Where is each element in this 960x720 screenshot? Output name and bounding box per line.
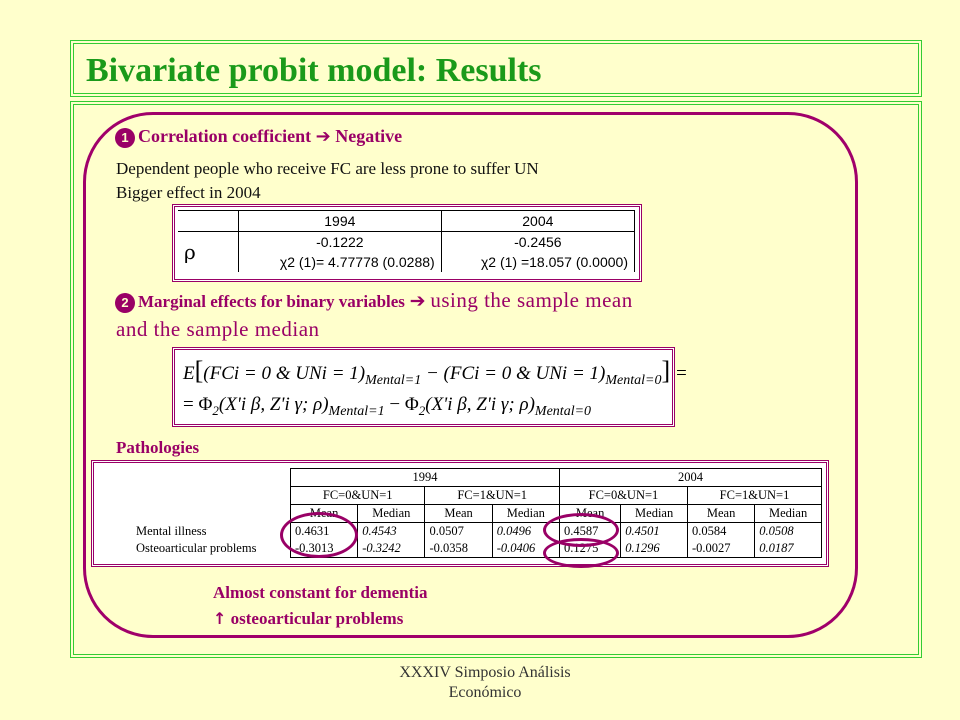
formula-box: E[(FCi = 0 & UNi = 1)Mental=1 − (FCi = 0…: [172, 347, 688, 427]
formula-subscript: Mental=0: [605, 372, 662, 388]
results-stat: Median: [620, 504, 688, 523]
table-cell: 0.0508: [754, 522, 822, 540]
section1-line: Bigger effect in 2004: [116, 183, 261, 202]
section2-rest: using the sample mean: [430, 288, 633, 312]
highlight-circle: [543, 538, 619, 568]
formula-subscript: Mental=1: [328, 403, 385, 419]
formula-line-1: E[(FCi = 0 & UNi = 1)Mental=1 − (FCi = 0…: [183, 356, 688, 388]
results-stat: Median: [754, 504, 822, 523]
table-row: Osteoarticular problems -0.3013 -0.3242 …: [132, 540, 822, 558]
results-group: FC=1&UN=1: [686, 486, 823, 505]
results-group: FC=0&UN=1: [558, 486, 688, 505]
table-cell: 0.0496: [491, 522, 560, 540]
formula-subscript: Mental=0: [534, 403, 592, 419]
table-cell: -0.0358: [424, 540, 493, 558]
bullet-number-1-icon: 1: [115, 127, 135, 148]
pathologies-label: Pathologies: [116, 438, 200, 457]
correlation-table-box: 1994 2004 ρ -0.1222 -0.2456 χ2 (1)= 4.77…: [172, 204, 642, 282]
rounded-panel: [83, 112, 858, 638]
correlation-table: 1994 2004 ρ -0.1222 -0.2456 χ2 (1)= 4.77…: [178, 210, 636, 272]
results-group: FC=0&UN=1: [289, 486, 425, 505]
results-table: 1994 2004 FC=0&UN=1 FC=1&UN=1 FC=0&UN=1 …: [132, 468, 823, 558]
section2-heading-text: Marginal effects for binary variables: [138, 292, 405, 311]
results-stat: Median: [357, 504, 425, 523]
results-table-box: 1994 2004 FC=0&UN=1 FC=1&UN=1 FC=0&UN=1 …: [91, 460, 829, 567]
bullet-number-2-icon: 2: [115, 292, 135, 313]
table-row: Mental illness 0.4631 0.4543 0.0507 0.04…: [132, 522, 822, 540]
corr-value: -0.2456: [440, 231, 636, 252]
table-cell: -0.0406: [491, 540, 560, 558]
conclusion-line-1: Almost constant for dementia: [213, 583, 428, 602]
results-stat: Median: [491, 504, 560, 523]
section1-line: Dependent people who receive FC are less…: [116, 159, 539, 178]
footer: XXXIV Simposio Análisis Económico: [370, 663, 600, 703]
results-stat: Mean: [424, 504, 493, 523]
formula-term: X'i β, Z'i γ; ρ: [431, 394, 529, 415]
results-year-1994: 1994: [290, 468, 560, 487]
formula-term: X'i β, Z'i γ; ρ: [225, 394, 323, 415]
results-stat: Mean: [686, 504, 755, 523]
formula-line-2: = Φ2(X'i β, Z'i γ; ρ)Mental=1 − Φ2(X'i β…: [183, 394, 592, 419]
right-arrow-icon: ➔: [409, 290, 426, 312]
highlight-circle: [280, 512, 358, 558]
rho-symbol: ρ: [178, 231, 239, 272]
formula-term: FCi = 0 & UNi = 1: [449, 363, 600, 384]
table-cell: 0.0507: [424, 522, 493, 540]
corr-value: -0.1222: [238, 231, 442, 252]
conclusion: Almost constant for dementia ↑ osteoarti…: [213, 580, 428, 632]
row-label: Osteoarticular problems: [136, 541, 257, 556]
results-group: FC=1&UN=1: [424, 486, 560, 505]
right-arrow-icon: ➔: [315, 126, 331, 147]
section2-line2: and the sample median: [116, 317, 320, 341]
results-year-2004: 2004: [558, 468, 823, 487]
section1-result: Negative: [335, 126, 403, 146]
table-cell: 0.4501: [620, 522, 688, 540]
footer-line: XXXIV Simposio Análisis: [399, 664, 571, 681]
row-label: Mental illness: [136, 523, 207, 538]
expectation-symbol: E: [183, 363, 195, 384]
content-frame: [70, 101, 922, 658]
conclusion-line-2: osteoarticular problems: [230, 609, 404, 628]
page-title: Bivariate probit model: Results: [86, 52, 542, 89]
table-cell: -0.0027: [686, 540, 755, 558]
corr-year-1994: 1994: [238, 210, 442, 232]
section2-heading: 2 Marginal effects for binary variables ➔…: [115, 288, 825, 313]
footer-line: Económico: [448, 684, 522, 701]
table-cell: -0.3242: [357, 540, 425, 558]
corr-year-2004: 2004: [440, 210, 636, 232]
chi-squared: χ2 (1)= 4.77778 (0.0288): [238, 252, 442, 272]
chi-squared: χ2 (1) =18.057 (0.0000): [440, 252, 636, 272]
table-cell: 0.0584: [686, 522, 755, 540]
formula-subscript: Mental=1: [365, 372, 422, 388]
table-cell: 0.4543: [357, 522, 425, 540]
table-cell: 0.1296: [620, 540, 688, 558]
title-frame: Bivariate probit model: Results: [70, 40, 922, 97]
section1-heading: 1 Correlation coefficient ➔ Negative: [115, 126, 402, 148]
up-arrow-icon: ↑: [213, 609, 227, 628]
table-cell: 0.0187: [754, 540, 822, 558]
formula-term: FCi = 0 & UNi = 1: [209, 363, 359, 384]
section1-text: Dependent people who receive FC are less…: [116, 157, 539, 205]
section1-heading-text: Correlation coefficient: [138, 126, 312, 146]
